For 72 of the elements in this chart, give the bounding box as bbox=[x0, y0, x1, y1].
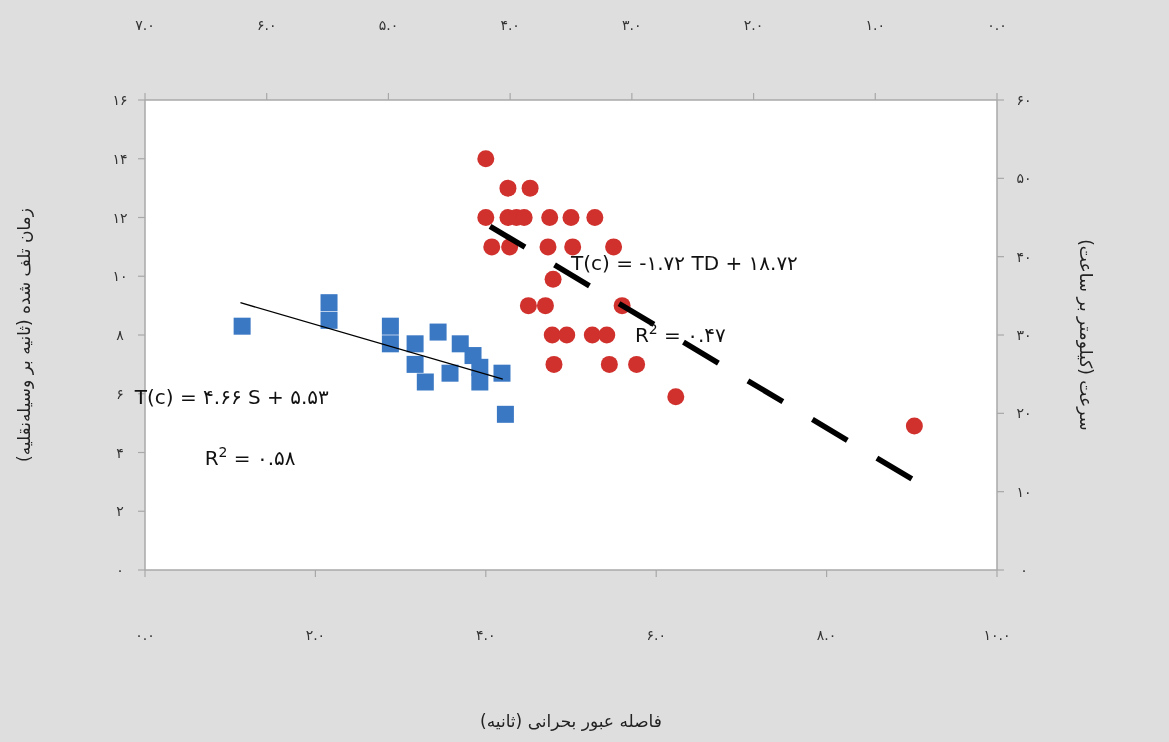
point bbox=[451, 335, 469, 353]
y-tick-label: ۰ bbox=[116, 562, 124, 578]
y-tick-label: ۲ bbox=[116, 503, 124, 520]
x-tick-label: ۱۰.۰ bbox=[983, 627, 1011, 643]
point bbox=[586, 209, 604, 226]
y-tick-label: ۱۶ bbox=[112, 92, 128, 108]
point bbox=[499, 179, 517, 197]
y-tick-label: ۱۴ bbox=[112, 150, 128, 167]
y-tick-label: ۸ bbox=[116, 327, 125, 343]
point bbox=[477, 150, 495, 168]
y2-tick-label: ۴۰ bbox=[1016, 248, 1032, 265]
y2-tick-label: ۲۰ bbox=[1016, 405, 1032, 422]
point bbox=[558, 326, 576, 344]
x2-tick-label: ۶.۰ bbox=[256, 17, 277, 33]
x2-tick-label: ۵.۰ bbox=[378, 17, 399, 33]
point bbox=[600, 355, 618, 373]
point bbox=[406, 355, 424, 373]
x2-tick-label: ۲.۰ bbox=[743, 17, 764, 33]
point bbox=[493, 364, 511, 382]
point bbox=[519, 297, 537, 315]
point bbox=[477, 209, 495, 226]
point bbox=[667, 388, 685, 406]
point bbox=[539, 238, 557, 256]
point bbox=[536, 297, 554, 315]
x-tick-label: ۶.۰ bbox=[646, 627, 666, 643]
point bbox=[541, 209, 559, 226]
x-tick-label: ۴.۰ bbox=[476, 627, 496, 643]
point bbox=[381, 335, 399, 353]
point bbox=[471, 373, 489, 391]
y-axis-title: زمان تلف شده (ثانیه بر وسیله‌نقلیه) bbox=[14, 208, 34, 462]
y2-tick-label: ۵۰ bbox=[1016, 170, 1032, 187]
point bbox=[562, 209, 580, 226]
x2-tick-label: ۱.۰ bbox=[865, 17, 886, 33]
y2-tick-label: ۳۰ bbox=[1016, 327, 1032, 343]
x-tick-label: ۸.۰ bbox=[816, 627, 837, 643]
point bbox=[416, 373, 434, 391]
point bbox=[381, 317, 399, 335]
x-tick-label: ۲.۰ bbox=[305, 627, 326, 643]
point bbox=[905, 417, 923, 435]
point bbox=[233, 317, 251, 335]
y2-tick-label: ۰ bbox=[1020, 562, 1028, 578]
point bbox=[483, 238, 501, 256]
point bbox=[545, 355, 563, 373]
y-tick-label: ۱۰ bbox=[112, 268, 128, 285]
y-tick-label: ۴ bbox=[116, 444, 124, 461]
y-tick-label: ۶ bbox=[116, 385, 124, 402]
x2-tick-label: ۰.۰ bbox=[987, 17, 1007, 33]
x2-tick-label: ۷.۰ bbox=[135, 17, 155, 33]
y-tick-label: ۱۲ bbox=[112, 209, 128, 226]
x2-tick-label: ۴.۰ bbox=[500, 17, 520, 33]
x-axis-title: فاصله عبور بحرانی (ثانیه) bbox=[480, 711, 662, 731]
point bbox=[544, 270, 562, 288]
x-tick-label: ۰.۰ bbox=[135, 627, 155, 643]
point bbox=[564, 238, 582, 256]
point bbox=[583, 326, 601, 344]
point bbox=[406, 335, 424, 353]
annotation: T(c) = -۱.۷۲ TD + ۱۸.۷۲ bbox=[570, 251, 798, 276]
point bbox=[628, 355, 646, 373]
y2-axis-title: سرعت (کیلومتر بر ساعت) bbox=[1076, 239, 1096, 431]
y2-tick-label: ۶۰ bbox=[1016, 92, 1032, 108]
point bbox=[543, 326, 561, 344]
point bbox=[320, 294, 338, 312]
point bbox=[598, 326, 616, 344]
annotation: T(c) = ۴.۶۶ S + ۵.۵۳ bbox=[133, 384, 330, 409]
point bbox=[441, 364, 459, 382]
point bbox=[605, 238, 623, 256]
point bbox=[320, 311, 338, 329]
x2-tick-label: ۳.۰ bbox=[622, 17, 642, 33]
point bbox=[521, 179, 539, 197]
point bbox=[496, 405, 514, 423]
point bbox=[429, 323, 447, 341]
y2-tick-label: ۱۰ bbox=[1016, 483, 1032, 500]
